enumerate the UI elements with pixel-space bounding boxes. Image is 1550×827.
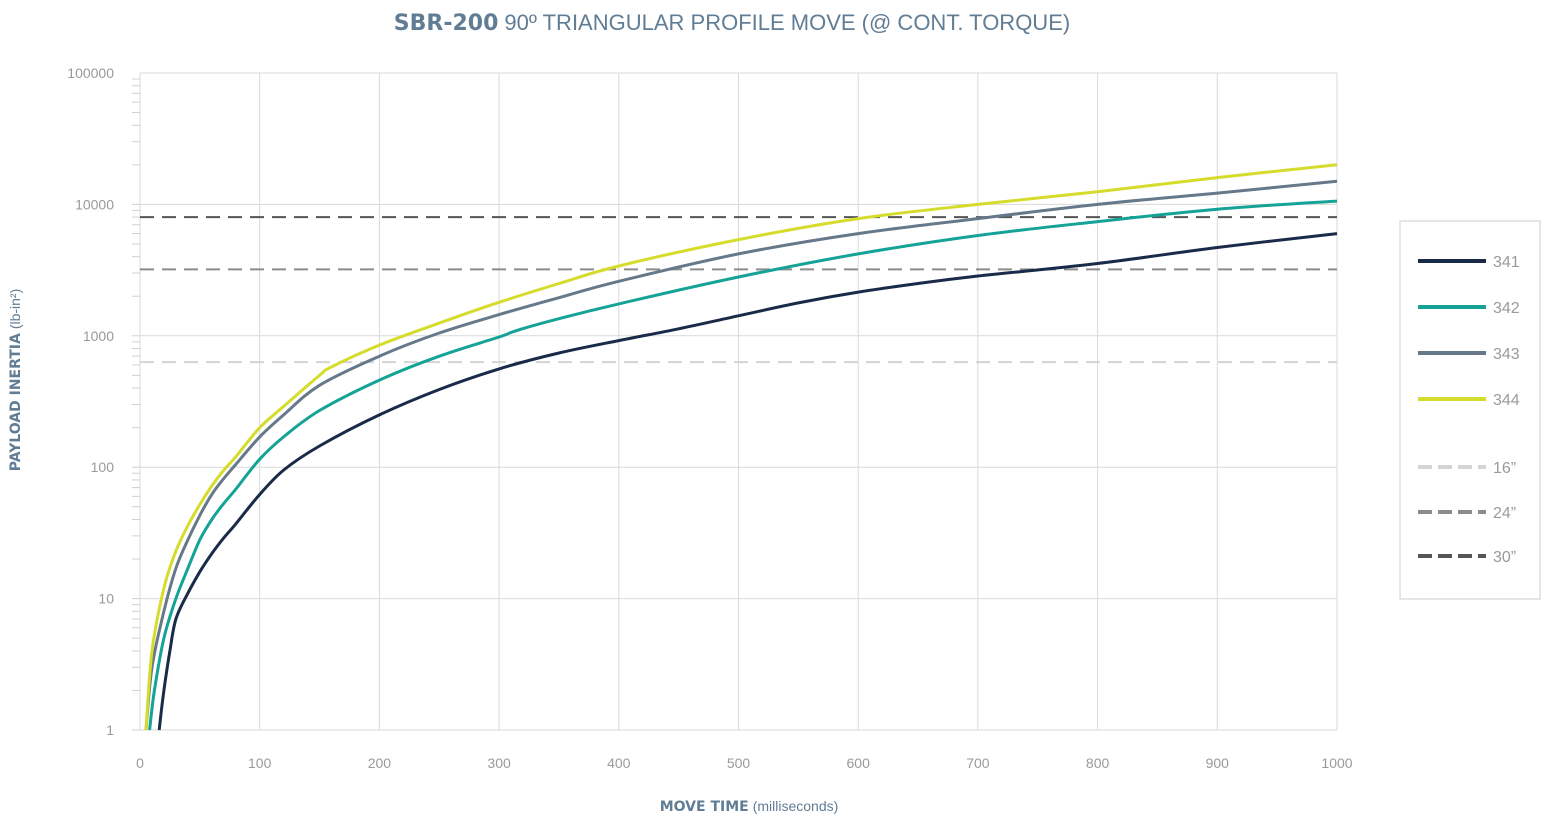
y-tick-label: 100 (91, 459, 115, 475)
legend-box (1399, 220, 1541, 600)
legend-label-16: 16” (1493, 460, 1516, 477)
chart-title: SBR-200 90º TRIANGULAR PROFILE MOVE (@ CO… (394, 10, 1070, 36)
y-axis-label: PAYLOAD INERTIA (lb-in²) (7, 289, 24, 472)
legend-label-341: 341 (1493, 254, 1520, 271)
y-tick-label: 1000 (83, 328, 114, 344)
y-tick-labels: 1 10 100 1000 10000 100000 (67, 65, 114, 738)
x-tick-label: 500 (727, 755, 751, 771)
legend-label-342: 342 (1493, 300, 1520, 317)
x-tick-label: 600 (847, 755, 871, 771)
y-tick-label: 10000 (75, 196, 114, 212)
x-tick-label: 100 (248, 755, 272, 771)
y-axis-label-rest: (lb-in²) (7, 289, 23, 329)
y-minor-ticks (132, 78, 140, 731)
legend-label-344: 344 (1493, 392, 1520, 409)
x-tick-label: 900 (1206, 755, 1230, 771)
x-tick-label: 300 (487, 755, 511, 771)
legend-label-24: 24” (1493, 505, 1516, 522)
y-tick-label: 1 (106, 722, 114, 738)
x-tick-label: 800 (1086, 755, 1110, 771)
x-tick-label: 400 (607, 755, 631, 771)
x-tick-label: 700 (966, 755, 990, 771)
legend-label-343: 343 (1493, 346, 1520, 363)
series-line-343 (144, 179, 1338, 731)
x-tick-label: 200 (368, 755, 392, 771)
chart-title-bold: SBR-200 (394, 11, 499, 36)
y-tick-label: 10 (98, 591, 114, 607)
x-axis-label-bold: MOVE TIME (660, 799, 749, 815)
legend-label-30: 30” (1493, 549, 1516, 566)
x-axis-label-rest: (milliseconds) (753, 798, 839, 814)
series-line-341 (157, 232, 1338, 731)
x-tick-label: 1000 (1321, 755, 1352, 771)
legend: 341 342 343 344 16” 24” 30” (1418, 254, 1520, 566)
series-line-344 (144, 163, 1338, 731)
series-lines (144, 163, 1338, 731)
series-line-342 (148, 199, 1338, 731)
x-tick-label: 0 (136, 755, 144, 771)
grid (139, 72, 1338, 731)
y-axis-label-bold: PAYLOAD INERTIA (8, 333, 24, 471)
y-tick-label: 100000 (67, 65, 114, 81)
x-axis-label: MOVE TIME (milliseconds) (660, 798, 839, 815)
x-tick-labels: 0 100 200 300 400 500 600 700 800 900 1000 (136, 755, 1353, 771)
chart-title-rest: 90º TRIANGULAR PROFILE MOVE (@ CONT. TOR… (504, 10, 1070, 35)
